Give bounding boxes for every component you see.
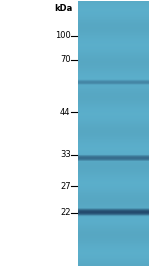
Text: 44: 44: [60, 108, 71, 117]
Text: 100: 100: [55, 31, 71, 40]
Text: 33: 33: [60, 150, 71, 159]
Text: 70: 70: [60, 55, 71, 64]
Text: 27: 27: [60, 182, 71, 191]
Text: kDa: kDa: [54, 4, 72, 13]
Text: 22: 22: [60, 208, 71, 217]
